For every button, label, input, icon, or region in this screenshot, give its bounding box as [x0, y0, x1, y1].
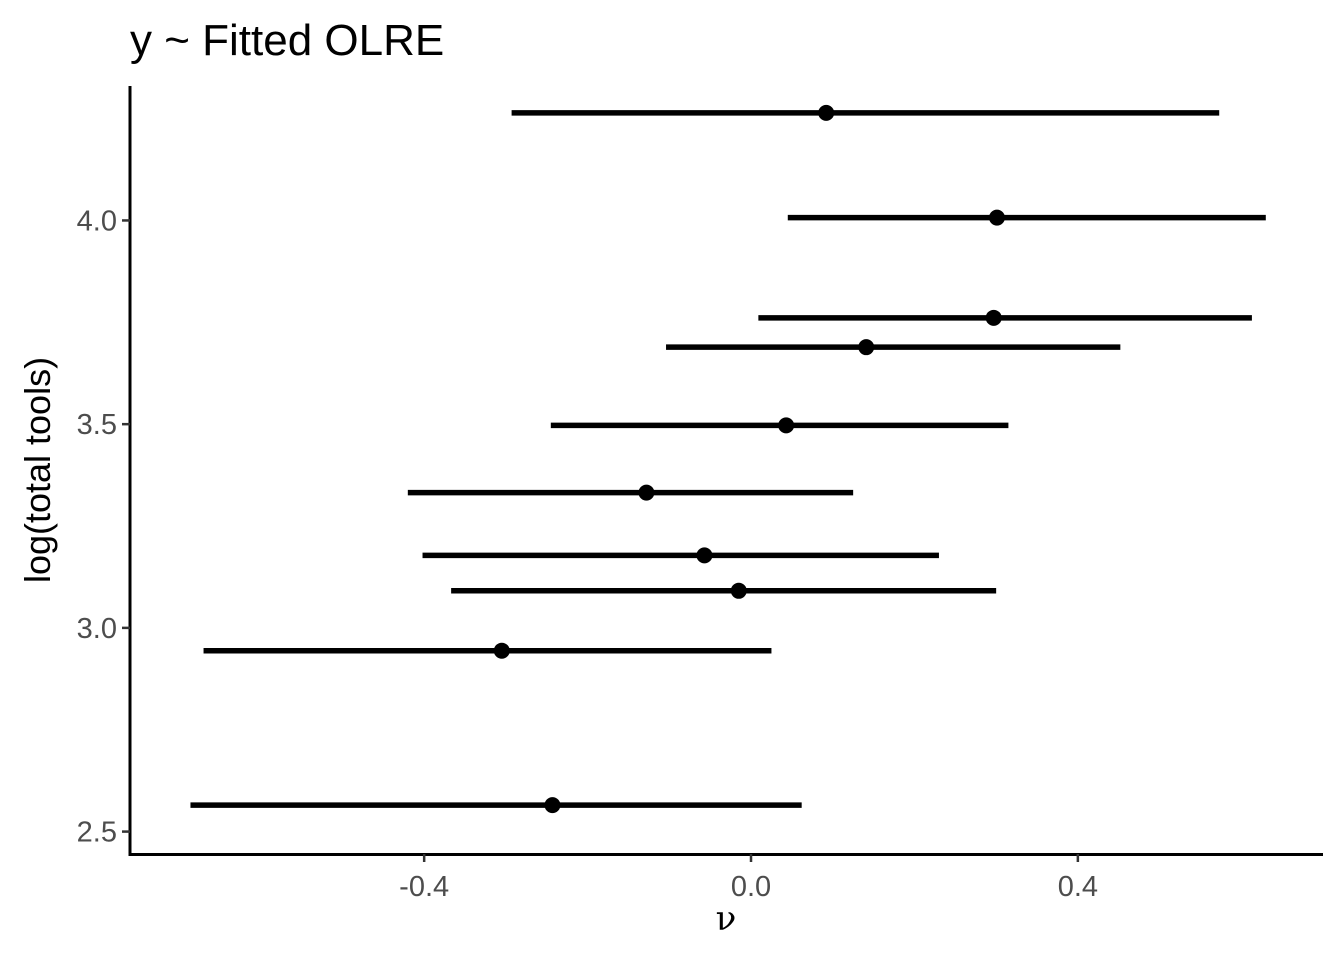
y-tick-label: 3.0 [77, 613, 117, 645]
plot-area [190, 104, 1266, 814]
y-tick-label: 4.0 [77, 205, 117, 237]
y-axis-title: log(total tools) [17, 357, 58, 583]
x-tick-label: -0.4 [399, 871, 449, 903]
x-axis-ticks: -0.4 0.0 0.4 [399, 854, 1098, 903]
point-estimate [778, 417, 795, 434]
y-tick-label: 2.5 [77, 817, 117, 849]
point-estimate [988, 209, 1005, 226]
point-estimate [638, 484, 655, 501]
y-tick-label: 3.5 [77, 409, 117, 441]
point-estimate [818, 104, 835, 121]
x-tick-label: 0.4 [1058, 871, 1098, 903]
point-estimate [696, 547, 713, 564]
point-estimate [858, 339, 875, 356]
chart-title: y ~ Fitted OLRE [130, 16, 444, 65]
point-estimate [730, 582, 747, 599]
x-axis-title: ν [716, 899, 737, 939]
point-estimate [493, 642, 510, 659]
x-tick-label: 0.0 [731, 871, 771, 903]
point-estimate [985, 309, 1002, 326]
point-estimate [544, 797, 561, 814]
y-axis-ticks: 2.5 3.0 3.5 4.0 [77, 205, 130, 849]
